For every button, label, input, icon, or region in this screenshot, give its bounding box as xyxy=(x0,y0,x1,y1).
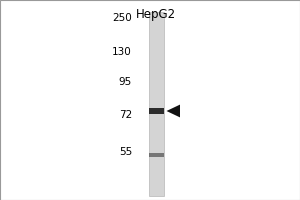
Text: 130: 130 xyxy=(112,47,132,57)
Text: 72: 72 xyxy=(119,110,132,120)
Bar xyxy=(148,12,164,196)
Text: HepG2: HepG2 xyxy=(136,8,176,21)
Text: 250: 250 xyxy=(112,13,132,23)
Text: 55: 55 xyxy=(119,147,132,157)
Bar xyxy=(148,153,164,157)
Text: 95: 95 xyxy=(119,77,132,87)
Polygon shape xyxy=(167,105,180,117)
Bar xyxy=(148,108,164,114)
